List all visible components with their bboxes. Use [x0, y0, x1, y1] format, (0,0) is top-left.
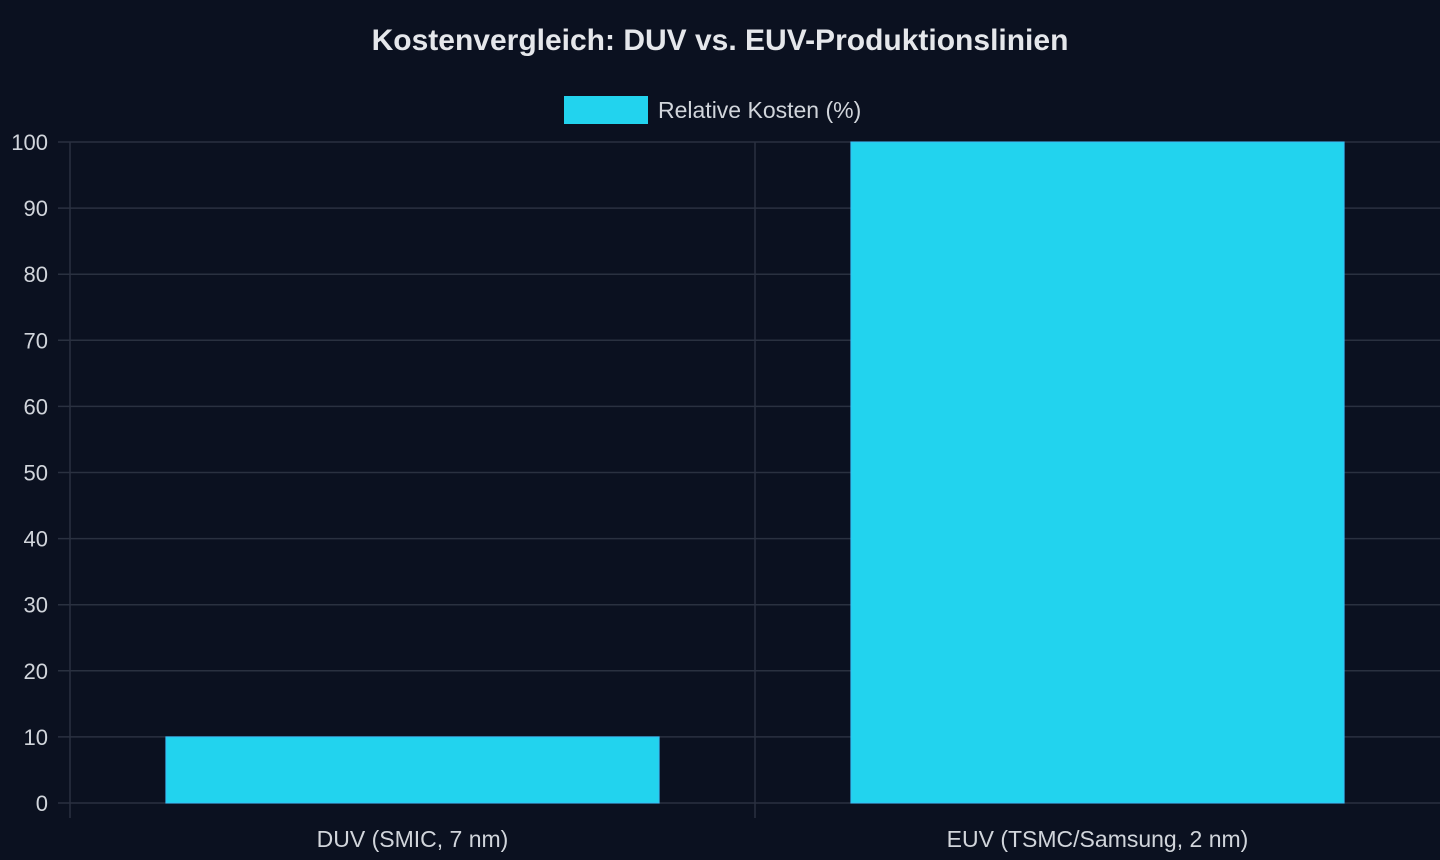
- y-tick-label: 40: [24, 527, 48, 552]
- bars: [165, 141, 1345, 804]
- y-tick-label: 30: [24, 593, 48, 618]
- y-tick-label: 60: [24, 394, 48, 419]
- y-tick-label: 100: [11, 130, 48, 155]
- y-tick-label: 90: [24, 196, 48, 221]
- y-tick-label: 80: [24, 262, 48, 287]
- bar[interactable]: [850, 141, 1345, 804]
- x-tick-label: DUV (SMIC, 7 nm): [317, 826, 509, 852]
- y-axis-ticks: 0 10 20 30 40 50 60 70 80 90 100: [11, 130, 48, 816]
- legend-swatch: [564, 96, 648, 124]
- y-tick-label: 50: [24, 461, 48, 486]
- legend[interactable]: Relative Kosten (%): [564, 96, 861, 124]
- y-tick-label: 70: [24, 328, 48, 353]
- x-tick-label: EUV (TSMC/Samsung, 2 nm): [947, 826, 1249, 852]
- bar[interactable]: [165, 736, 660, 804]
- y-tick-label: 0: [36, 791, 48, 816]
- x-axis-ticks: DUV (SMIC, 7 nm) EUV (TSMC/Samsung, 2 nm): [317, 826, 1249, 852]
- chart-title: Kostenvergleich: DUV vs. EUV-Produktions…: [372, 24, 1069, 57]
- y-tick-label: 10: [24, 725, 48, 750]
- legend-label: Relative Kosten (%): [658, 97, 861, 123]
- y-tick-label: 20: [24, 659, 48, 684]
